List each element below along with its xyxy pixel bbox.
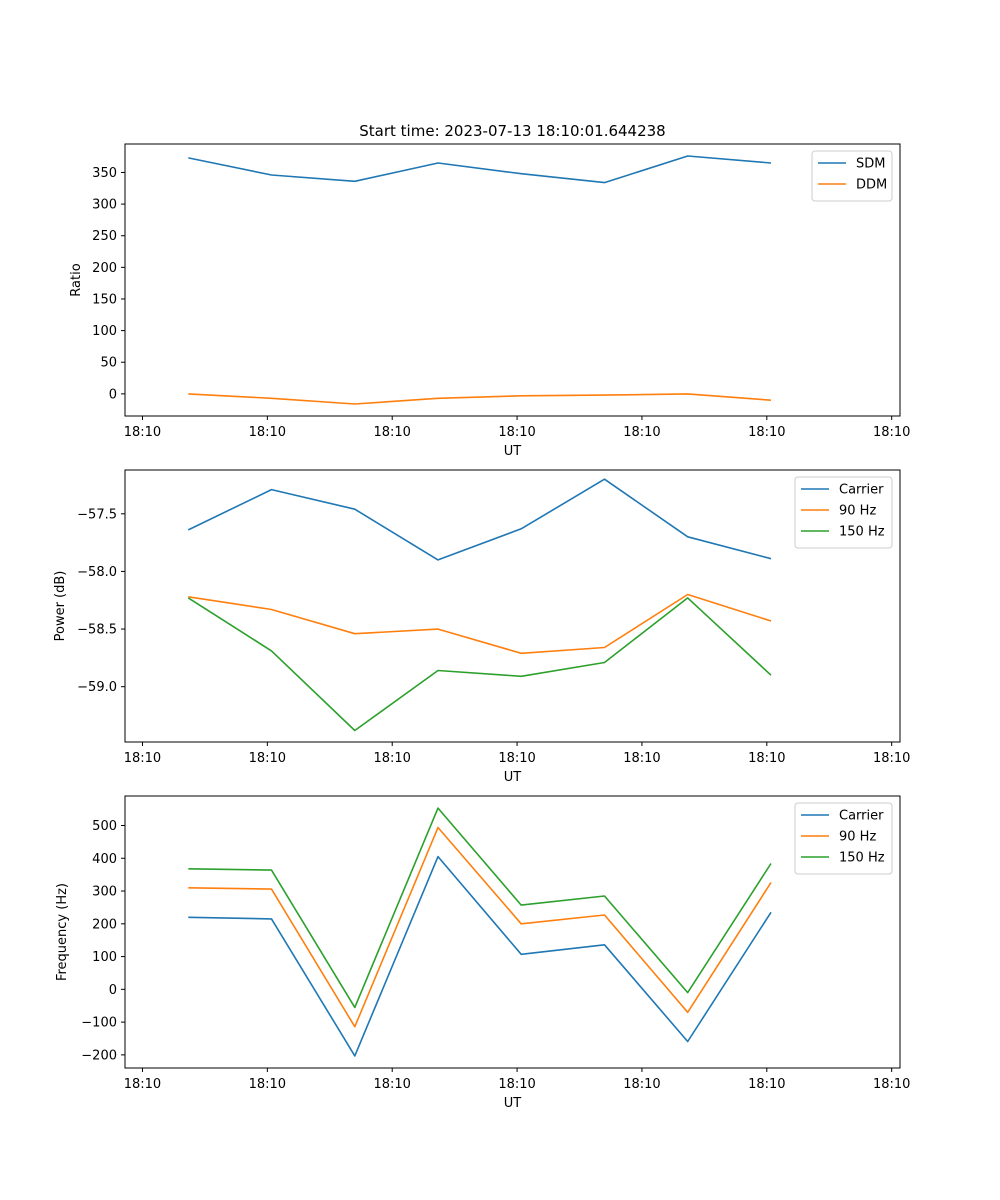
ratio-y-tick-label: 350 bbox=[92, 166, 117, 181]
power-x-tick-label: 18:10 bbox=[124, 751, 161, 766]
ratio-y-tick-label: 200 bbox=[92, 261, 117, 276]
ratio-y-tick-label: 100 bbox=[92, 324, 117, 339]
frequency-legend-label: 150 Hz bbox=[839, 851, 885, 866]
power-y-tick-label: −59.0 bbox=[77, 680, 117, 695]
frequency-y-tick-label: 500 bbox=[92, 819, 117, 834]
ratio-y-tick-label: 50 bbox=[100, 356, 117, 371]
ratio-y-tick-label: 300 bbox=[92, 198, 117, 213]
frequency-x-axis-label: UT bbox=[504, 1096, 522, 1111]
power-x-tick-label: 18:10 bbox=[498, 751, 535, 766]
power-x-tick-label: 18:10 bbox=[249, 751, 286, 766]
power-y-tick-label: −57.5 bbox=[77, 507, 117, 522]
frequency-y-tick-label: −100 bbox=[81, 1016, 117, 1031]
ratio-axes-frame bbox=[124, 143, 901, 417]
frequency-panel: 18:10 18:10 18:10 18:10 18:10 18:10 18:10 −200 −… bbox=[55, 795, 910, 1111]
frequency-legend-label: 90 Hz bbox=[839, 830, 876, 845]
ratio-x-tick-label: 18:10 bbox=[873, 425, 910, 440]
power-x-tick-label: 18:10 bbox=[623, 751, 660, 766]
power-y-tick-label: −58.5 bbox=[77, 623, 117, 638]
ratio-x-axis-label: UT bbox=[504, 444, 522, 459]
frequency-series-90-hz-line bbox=[188, 826, 772, 1028]
ratio-series-sdm-line bbox=[188, 155, 772, 184]
ratio-y-tick-label: 0 bbox=[109, 387, 117, 402]
power-legend-label: 150 Hz bbox=[839, 525, 885, 540]
frequency-y-axis-label: Frequency (Hz) bbox=[55, 883, 70, 981]
ratio-x-tick-label: 18:10 bbox=[623, 425, 660, 440]
frequency-x-tick-label: 18:10 bbox=[748, 1077, 785, 1092]
power-legend-label: 90 Hz bbox=[839, 504, 876, 519]
ratio-legend-label: SDM bbox=[856, 157, 885, 172]
ratio-series-ddm-line bbox=[188, 393, 772, 405]
frequency-series-150-hz-line bbox=[188, 807, 772, 1009]
frequency-y-tick-label: 200 bbox=[92, 917, 117, 932]
ratio-legend-label: DDM bbox=[856, 178, 887, 193]
frequency-y-tick-label: 0 bbox=[109, 983, 117, 998]
power-series-90-hz-line bbox=[188, 593, 772, 655]
frequency-x-tick-label: 18:10 bbox=[373, 1077, 410, 1092]
frequency-y-tick-label: −200 bbox=[81, 1048, 117, 1063]
frequency-series-carrier-line bbox=[188, 855, 772, 1057]
frequency-x-tick-label: 18:10 bbox=[623, 1077, 660, 1092]
ratio-y-axis-label: Ratio bbox=[69, 263, 84, 296]
power-y-tick-label: −58.0 bbox=[77, 565, 117, 580]
ratio-x-tick-label: 18:10 bbox=[124, 425, 161, 440]
power-y-axis-label: Power (dB) bbox=[53, 571, 68, 642]
frequency-legend-label: Carrier bbox=[839, 809, 884, 824]
ratio-x-tick-label: 18:10 bbox=[498, 425, 535, 440]
ratio-y-tick-label: 250 bbox=[92, 229, 117, 244]
figure-title: Start time: 2023-07-13 18:10:01.644238 bbox=[359, 122, 665, 140]
frequency-y-tick-label: 300 bbox=[92, 885, 117, 900]
frequency-x-tick-label: 18:10 bbox=[498, 1077, 535, 1092]
power-x-tick-label: 18:10 bbox=[373, 751, 410, 766]
ratio-x-tick-label: 18:10 bbox=[373, 425, 410, 440]
ratio-panel: 18:10 18:10 18:10 18:10 18:10 18:10 18:10 0 50 10… bbox=[69, 143, 910, 459]
frequency-x-tick-label: 18:10 bbox=[124, 1077, 161, 1092]
power-x-tick-label: 18:10 bbox=[748, 751, 785, 766]
ratio-x-tick-label: 18:10 bbox=[748, 425, 785, 440]
power-series-150-hz-line bbox=[187, 597, 772, 732]
frequency-x-tick-label: 18:10 bbox=[873, 1077, 910, 1092]
frequency-y-tick-label: 400 bbox=[92, 852, 117, 867]
power-panel: 18:10 18:10 18:10 18:10 18:10 18:10 18:10 −59.0… bbox=[53, 469, 910, 785]
ratio-y-tick-label: 150 bbox=[92, 292, 117, 307]
power-axes-frame bbox=[124, 469, 901, 743]
power-x-tick-label: 18:10 bbox=[873, 751, 910, 766]
power-x-axis-label: UT bbox=[504, 770, 522, 785]
power-legend-label: Carrier bbox=[839, 483, 884, 498]
frequency-y-tick-label: 100 bbox=[92, 950, 117, 965]
power-series-carrier-line bbox=[187, 478, 772, 561]
frequency-x-tick-label: 18:10 bbox=[249, 1077, 286, 1092]
frequency-axes-frame bbox=[124, 795, 901, 1069]
ratio-x-tick-label: 18:10 bbox=[249, 425, 286, 440]
